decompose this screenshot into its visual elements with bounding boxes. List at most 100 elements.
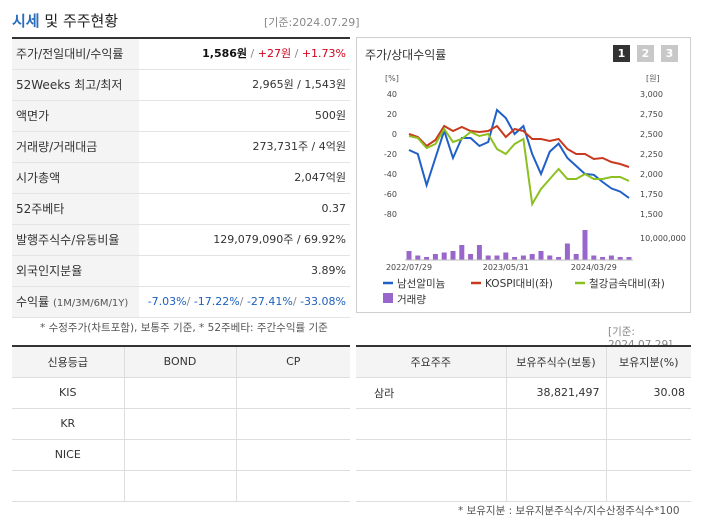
holder-stake-cell — [606, 439, 691, 471]
holder-shares-cell — [506, 470, 607, 502]
quote-row-market-cap: 시가총액 2,047억원 — [12, 163, 350, 194]
volume-bar — [512, 257, 518, 260]
left-tick-label: 40 — [387, 90, 397, 99]
volume-bar — [564, 243, 570, 260]
left-tick-label: -60 — [384, 190, 397, 199]
x-tick-label: 2024/03/29 — [571, 263, 617, 272]
price-chart: [%] [원] 40 20 0 -20 -40 -60 -80 3,000 2,750 2,500 2,… — [383, 74, 686, 306]
quote-label: 시가총액 — [12, 163, 139, 193]
right-tick-label: 2,500 — [640, 130, 663, 139]
title-rest: 및 주주현황 — [39, 12, 119, 30]
volume-bar — [582, 230, 588, 260]
holder-shares-cell — [506, 408, 607, 440]
agency-cell: NICE — [12, 439, 125, 471]
chart-panel: 주가/상대수익률 1 2 3 [%] [원] 40 20 0 -20 -40 -60 -80 3,… — [356, 37, 691, 313]
holder-name-cell — [356, 439, 507, 471]
quote-value: 2,965원 / 1,543원 — [252, 78, 346, 91]
holder-name-cell — [356, 408, 507, 440]
volume-bar — [450, 251, 456, 260]
quote-row-price: 주가/전일대비/수익률 1,586원 / +27원 / +1.73% — [12, 39, 350, 70]
volume-bar — [608, 255, 614, 260]
table-header-row: 주요주주 보유주식수(보통) 보유지분(%) — [356, 346, 691, 378]
price-change: +27원 — [257, 47, 292, 60]
volume-bar — [441, 252, 447, 260]
column-header: 보유지분(%) — [606, 346, 691, 378]
volume-bar — [432, 254, 438, 260]
cp-cell — [236, 408, 350, 440]
legend-label: 남선알미늄 — [397, 278, 446, 290]
price-change-rate: +1.73% — [301, 47, 346, 60]
series-line-stock — [408, 108, 630, 199]
volume-bar — [547, 255, 553, 260]
x-tick-label: 2022/07/29 — [386, 263, 432, 272]
quote-row-par-value: 액면가 500원 — [12, 101, 350, 132]
section-title: 시세 및 주주현황 — [12, 10, 118, 31]
right-tick-label: 2,250 — [640, 150, 663, 159]
agency-cell — [12, 470, 125, 502]
quote-table: 주가/전일대비/수익률 1,586원 / +27원 / +1.73% 52Wee… — [12, 37, 350, 318]
bond-cell — [124, 439, 237, 471]
quote-row-foreign: 외국인지분율 3.89% — [12, 256, 350, 287]
return-6m: -27.41% — [246, 295, 293, 308]
series-line-kospi — [408, 124, 630, 168]
legend-label: 철강금속대비(좌) — [589, 278, 665, 290]
volume-bar — [626, 257, 632, 260]
volume-bar — [529, 254, 535, 260]
volume-bar — [494, 255, 500, 260]
return-1m: -7.03% — [147, 295, 187, 308]
cp-cell — [236, 439, 350, 471]
left-tick-label: -80 — [384, 210, 397, 219]
bond-cell — [124, 408, 237, 440]
quote-footnote: * 수정주가(차트포함), 보통주 기준, * 52주베타: 주간수익률 기준 — [40, 322, 328, 334]
volume-bar — [538, 251, 544, 260]
returns-label: 수익률 — [16, 295, 50, 309]
volume-bar — [415, 255, 421, 260]
quote-value: 273,731주 / 4억원 — [252, 140, 346, 153]
series-line-steel — [408, 127, 630, 208]
chart-page-1-button[interactable]: 1 — [613, 45, 630, 62]
volume-bar — [591, 255, 597, 260]
quote-value: 2,047억원 — [294, 171, 346, 184]
quote-value: 1,586원 / +27원 / +1.73% — [202, 47, 346, 60]
table-row — [356, 408, 691, 440]
quote-value: -7.03%/ -17.22%/ -27.41%/ -33.08% — [147, 295, 346, 308]
left-tick-label: -20 — [384, 150, 397, 159]
holder-shares-cell — [506, 439, 607, 471]
legend-label: KOSPI대비(좌) — [485, 278, 553, 290]
right-tick-label: 2,000 — [640, 170, 663, 179]
table-row — [356, 439, 691, 471]
holder-shares-cell: 38,821,497 — [506, 377, 607, 409]
cp-cell — [236, 470, 350, 502]
chart-page-3-button[interactable]: 3 — [661, 45, 678, 62]
right-tick-label: 3,000 — [640, 90, 663, 99]
base-date: [기준:2024.07.29] — [264, 16, 360, 29]
left-tick-label: 20 — [387, 110, 397, 119]
quote-label: 수익률 (1M/3M/6M/1Y) — [12, 287, 139, 317]
legend-label: 거래량 — [397, 294, 426, 306]
quote-value: 0.37 — [321, 202, 347, 215]
table-row — [12, 470, 350, 502]
quote-label: 52Weeks 최고/최저 — [12, 70, 139, 100]
right-tick-label: 2,750 — [640, 110, 663, 119]
volume-axis-label: 10,000,000 — [640, 234, 686, 243]
quote-value: 500원 — [314, 109, 346, 122]
column-header: 보유주식수(보통) — [506, 346, 607, 378]
right-axis-unit: [원] — [646, 74, 660, 83]
volume-bar — [617, 257, 623, 260]
volume-bar — [476, 245, 482, 260]
volume-bar — [503, 252, 509, 260]
return-1y: -33.08% — [300, 295, 346, 308]
holder-name-cell — [356, 470, 507, 502]
volume-bar — [468, 254, 474, 260]
holder-stake-cell — [606, 470, 691, 502]
holder-name-cell: 삼라 — [356, 377, 507, 409]
right-tick-label: 1,500 — [640, 210, 663, 219]
credit-rating-table: 신용등급 BOND CP KIS KR NICE — [12, 345, 350, 502]
bond-cell — [124, 470, 237, 502]
column-header: CP — [236, 346, 350, 378]
quote-row-returns: 수익률 (1M/3M/6M/1Y) -7.03%/ -17.22%/ -27.4… — [12, 287, 350, 318]
chart-page-2-button[interactable]: 2 — [637, 45, 654, 62]
quote-row-volume: 거래량/거래대금 273,731주 / 4억원 — [12, 132, 350, 163]
table-row — [356, 470, 691, 502]
column-header: BOND — [124, 346, 237, 378]
